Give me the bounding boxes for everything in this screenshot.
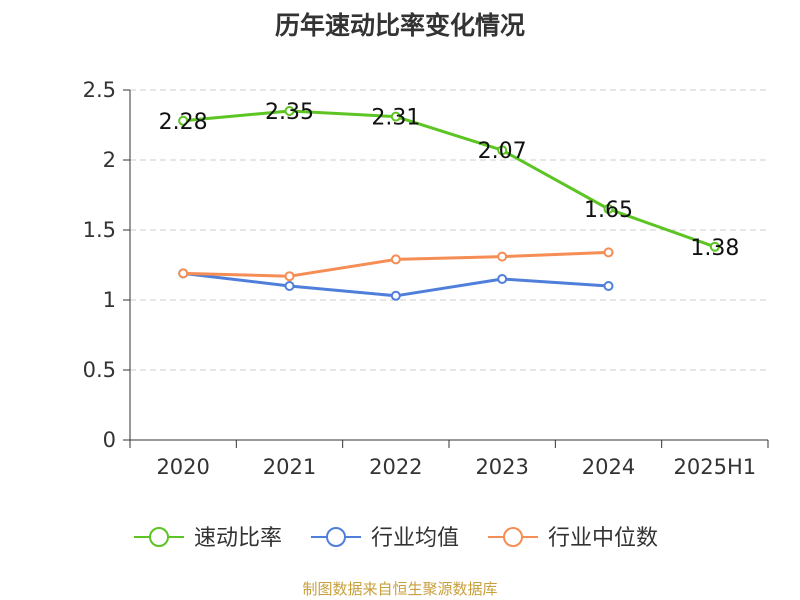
data-label: 2.07 — [478, 139, 527, 164]
legend: 速动比率 行业均值 行业中位数 — [134, 526, 658, 551]
data-point — [603, 247, 614, 258]
data-label: 2.35 — [265, 100, 314, 125]
data-point — [497, 145, 508, 156]
y-tick-label: 2.5 — [83, 78, 116, 102]
data-point — [497, 274, 508, 284]
data-point — [178, 268, 189, 279]
axes: 0 0.5 1 1.5 2 2.5 2020 2021 2022 2023 2024 2025H1 — [83, 78, 769, 479]
y-tick-label: 0.5 — [83, 358, 116, 382]
data-point — [284, 271, 295, 282]
x-tick-label: 2024 — [582, 455, 635, 479]
data-point — [284, 106, 295, 116]
series-lines — [178, 106, 720, 301]
data-point — [284, 281, 295, 291]
x-tick-label: 2022 — [369, 455, 422, 479]
series-line — [183, 109, 716, 249]
y-tick-label: 2 — [103, 148, 116, 172]
source-note: 制图数据来自恒生聚源数据库 — [302, 580, 498, 598]
data-point — [390, 254, 401, 265]
data-label: 2.28 — [159, 110, 208, 135]
data-point — [603, 281, 614, 291]
data-point — [390, 290, 401, 301]
legend-item-industry-median: 行业中位数 — [548, 526, 658, 551]
data-labels: 2.28 2.35 2.31 2.07 1.65 1.38 — [159, 100, 740, 261]
data-label: 1.38 — [690, 236, 739, 261]
chart-title: 历年速动比率变化情况 — [274, 11, 525, 40]
data-label: 1.65 — [584, 198, 633, 223]
grid-lines — [130, 89, 768, 371]
data-point — [709, 241, 720, 252]
data-point — [390, 111, 401, 122]
y-tick-label: 1.5 — [83, 218, 116, 242]
legend-marker — [326, 527, 346, 547]
x-tick-label: 2023 — [475, 455, 528, 479]
y-tick-label: 0 — [103, 428, 116, 452]
data-point — [603, 204, 614, 214]
data-point — [178, 115, 189, 126]
data-label: 2.31 — [371, 106, 420, 131]
x-tick-label: 2020 — [156, 455, 209, 479]
y-tick-label: 1 — [103, 288, 116, 312]
x-tick-label: 2025H1 — [674, 455, 757, 479]
legend-item-quick-ratio: 速动比率 — [194, 526, 282, 551]
legend-marker — [149, 527, 169, 547]
data-point — [497, 251, 508, 262]
legend-marker — [503, 527, 523, 547]
legend-item-industry-mean: 行业均值 — [371, 526, 459, 551]
x-tick-label: 2021 — [263, 455, 316, 479]
